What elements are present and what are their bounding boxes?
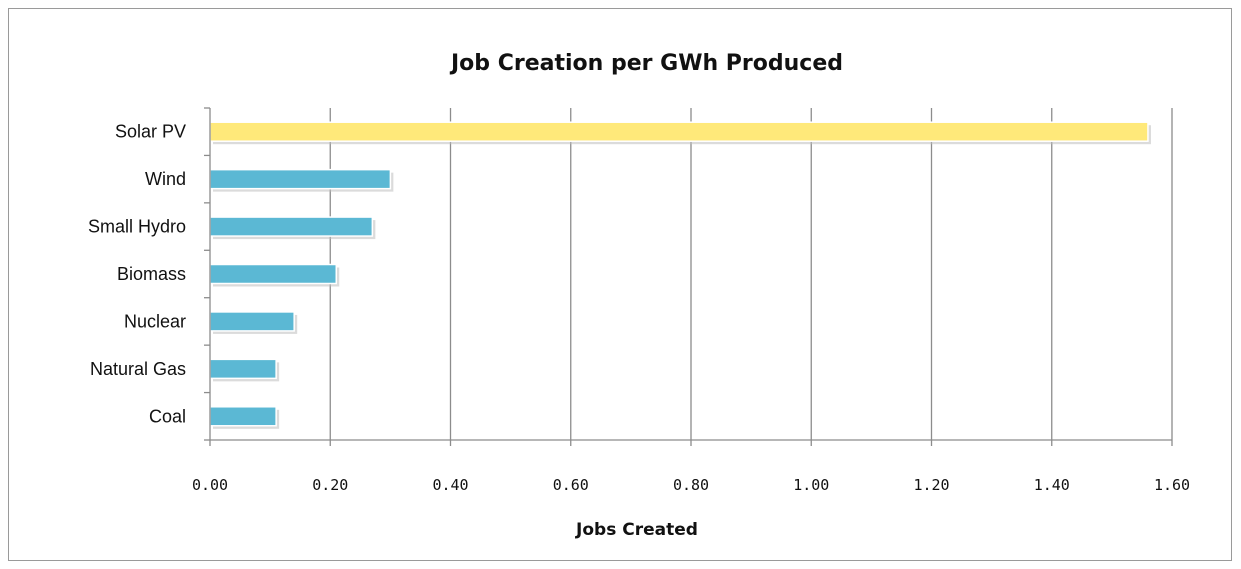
x-tick-label: 1.40 bbox=[1034, 476, 1070, 494]
chart-frame bbox=[8, 8, 1232, 561]
gridlines bbox=[209, 108, 1173, 446]
category-label: Small Hydro bbox=[88, 217, 186, 237]
bar bbox=[209, 168, 392, 190]
bar bbox=[209, 216, 374, 237]
x-tick-label: 0.00 bbox=[192, 476, 228, 494]
chart-title: Job Creation per GWh Produced bbox=[449, 51, 843, 76]
category-label: Biomass bbox=[117, 264, 186, 284]
tick-labels: 0.00 0.20 0.40 0.60 0.80 1.00 1.20 1.40 1.60 bbox=[192, 476, 1190, 494]
bar bbox=[209, 121, 1149, 142]
x-tick-label: 0.20 bbox=[312, 476, 348, 494]
category-labels: Solar PV Wind Small Hydro Biomass Nuclear Nat… bbox=[88, 122, 186, 427]
x-tick-label: 1.60 bbox=[1154, 476, 1190, 494]
category-label: Wind bbox=[145, 169, 186, 189]
bar bbox=[209, 311, 295, 332]
bar bbox=[209, 358, 277, 380]
x-tick-label: 1.20 bbox=[913, 476, 949, 494]
category-label: Nuclear bbox=[124, 311, 186, 331]
bar bbox=[209, 263, 338, 285]
axes bbox=[204, 107, 1172, 441]
bars bbox=[209, 121, 1151, 429]
x-tick-label: 0.60 bbox=[553, 476, 589, 494]
x-axis-title: Jobs Created bbox=[575, 520, 698, 540]
x-tick-label: 0.80 bbox=[673, 476, 709, 494]
x-tick-label: 0.40 bbox=[432, 476, 468, 494]
category-label: Natural Gas bbox=[90, 359, 186, 379]
category-label: Solar PV bbox=[115, 122, 186, 142]
category-label: Coal bbox=[149, 406, 186, 426]
bar bbox=[209, 406, 277, 427]
x-tick-label: 1.00 bbox=[793, 476, 829, 494]
